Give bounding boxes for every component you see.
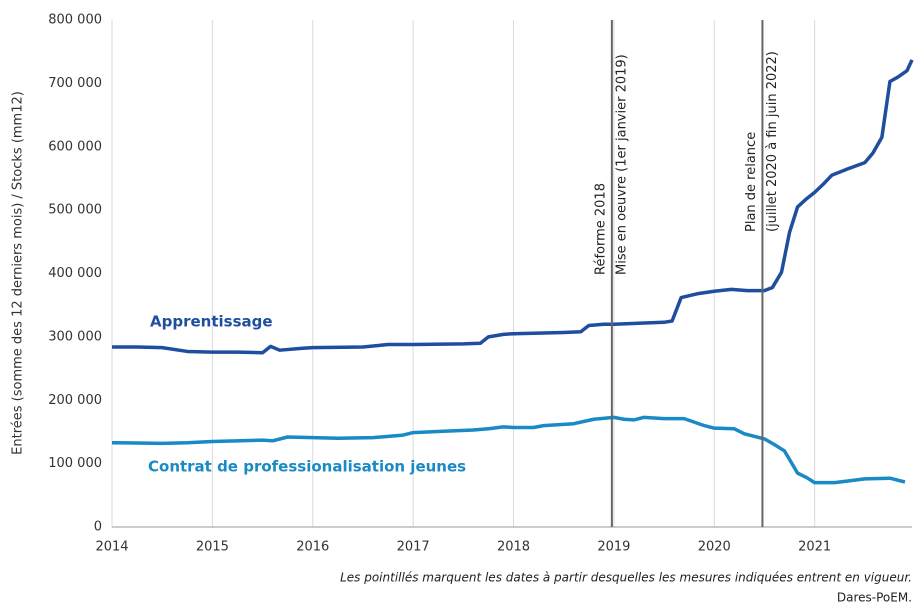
- y-tick-label: 800 000: [48, 13, 102, 28]
- annotation-label: Plan de relance: [744, 132, 759, 232]
- x-tick-label: 2018: [497, 540, 530, 555]
- footnote: Les pointillés marquent les dates à part…: [340, 571, 912, 585]
- y-tick-label: 600 000: [48, 139, 102, 154]
- x-tick-label: 2021: [798, 540, 831, 555]
- x-tick-label: 2016: [296, 540, 329, 555]
- x-tick-label: 2020: [698, 540, 731, 555]
- x-tick-label: 2015: [196, 540, 229, 555]
- series-label: Contrat de professionalisation jeunes: [148, 458, 466, 476]
- y-tick-label: 400 000: [48, 266, 102, 281]
- series-line: [112, 59, 914, 355]
- y-tick-label: 100 000: [48, 456, 102, 471]
- annotation-label: (juillet 2020 à fin juin 2022): [765, 51, 780, 232]
- y-axis-title: Entrées (somme des 12 derniers mois) / S…: [11, 91, 26, 455]
- y-tick-label: 0: [94, 520, 102, 535]
- x-tick-label: 2014: [95, 540, 128, 555]
- x-tick-label: 2019: [597, 540, 630, 555]
- annotation-label: Mise en oeuvre (1er janvier 2019): [614, 54, 629, 275]
- y-tick-label: 300 000: [48, 329, 102, 344]
- y-tick-label: 500 000: [48, 203, 102, 218]
- y-tick-label: 200 000: [48, 393, 102, 408]
- series-label: Apprentissage: [150, 313, 273, 331]
- source: Dares-PoEM.: [837, 591, 912, 605]
- series-line: [111, 415, 906, 485]
- annotation-label: Réforme 2018: [593, 183, 608, 275]
- x-tick-label: 2017: [397, 540, 430, 555]
- y-tick-label: 700 000: [48, 76, 102, 91]
